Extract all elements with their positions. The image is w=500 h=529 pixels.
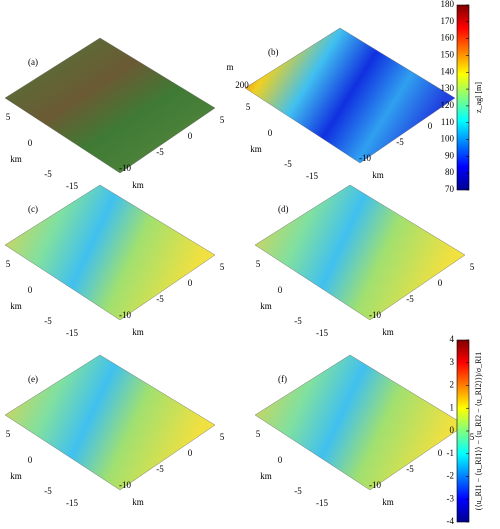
- surface: [4, 354, 216, 491]
- colorbar-tick-label: 2: [450, 380, 455, 390]
- y-tick-label: -5: [294, 486, 302, 496]
- colorbar-tick-label: 3: [450, 357, 455, 367]
- panel-label: (a): [28, 57, 38, 67]
- x-unit: km: [132, 327, 144, 337]
- x-tick-label: -15: [316, 498, 328, 508]
- z-tick-label: 200: [235, 80, 249, 90]
- x-tick-label: -10: [119, 310, 131, 320]
- x-tick-label: 5: [470, 262, 475, 272]
- x-tick-label: 0: [438, 448, 443, 458]
- x-tick-label: 5: [220, 432, 225, 442]
- panel-label: (f): [278, 374, 287, 384]
- x-unit: km: [132, 497, 144, 507]
- y-tick-label: 0: [28, 285, 33, 295]
- x-tick-label: -5: [406, 464, 414, 474]
- surface: [244, 27, 456, 164]
- x-tick-label: -10: [369, 310, 381, 320]
- panel-label: (d): [278, 204, 289, 214]
- y-unit: km: [260, 471, 272, 481]
- panel-label: (c): [28, 204, 38, 214]
- x-tick-label: -15: [306, 171, 318, 181]
- y-tick-label: 0: [28, 455, 33, 465]
- colorbar: [456, 4, 470, 191]
- y-tick-label: 5: [256, 259, 261, 269]
- x-tick-label: -15: [316, 328, 328, 338]
- x-unit: km: [372, 170, 384, 180]
- y-tick-label: 0: [278, 285, 283, 295]
- x-tick-label: -5: [156, 464, 164, 474]
- surface: [4, 184, 216, 321]
- x-tick-label: 0: [188, 131, 193, 141]
- y-unit: km: [10, 301, 22, 311]
- x-tick-label: -5: [156, 147, 164, 157]
- colorbar-tick-label: 100: [441, 134, 455, 144]
- y-tick-label: -5: [44, 169, 52, 179]
- y-tick-label: 0: [268, 128, 273, 138]
- colorbar-tick-label: 170: [441, 16, 455, 26]
- x-tick-label: -10: [359, 153, 371, 163]
- colorbar-tick-label: 150: [441, 50, 455, 60]
- y-tick-label: -5: [44, 486, 52, 496]
- x-unit: km: [132, 180, 144, 190]
- colorbar-label: (⟨u_RI1 − ⟨u_RI1⟩⟩ − ⟨u_RI2 − ⟨u_RI2⟩⟩)/…: [474, 352, 483, 510]
- colorbar-tick-label: 120: [441, 100, 455, 110]
- colorbar-tick-label: -4: [447, 516, 455, 526]
- x-tick-label: 5: [220, 115, 225, 125]
- surface: [254, 184, 466, 321]
- x-tick-label: -15: [66, 181, 78, 191]
- colorbar-label: z_agl [m]: [474, 82, 483, 113]
- z-unit: m: [226, 62, 233, 72]
- x-tick-label: 0: [438, 278, 443, 288]
- colorbar-tick-label: 1: [450, 402, 455, 412]
- x-tick-label: -15: [66, 328, 78, 338]
- colorbar-tick-label: -2: [447, 471, 455, 481]
- x-tick-label: 0: [188, 448, 193, 458]
- colorbar-tick-label: 140: [441, 66, 455, 76]
- colorbar-tick-label: 180: [441, 0, 455, 9]
- x-tick-label: -5: [156, 294, 164, 304]
- x-tick-label: -5: [396, 137, 404, 147]
- x-tick-label: 0: [428, 121, 433, 131]
- colorbar-tick-label: 160: [441, 33, 455, 43]
- x-tick-label: -10: [369, 480, 381, 490]
- colorbar-tick-label: 90: [445, 150, 455, 160]
- y-unit: km: [250, 144, 262, 154]
- x-tick-label: 5: [220, 262, 225, 272]
- surface: [4, 37, 216, 174]
- colorbar-tick-label: 70: [445, 184, 455, 194]
- x-unit: km: [382, 497, 394, 507]
- x-tick-label: -15: [66, 498, 78, 508]
- colorbar-tick-label: -3: [447, 493, 455, 503]
- colorbar-tick-label: 80: [445, 167, 455, 177]
- y-unit: km: [260, 301, 272, 311]
- y-tick-label: 0: [28, 138, 33, 148]
- panel-label: (b): [268, 47, 279, 57]
- y-tick-label: -5: [284, 159, 292, 169]
- y-tick-label: 0: [278, 455, 283, 465]
- y-tick-label: 5: [246, 102, 251, 112]
- y-tick-label: 5: [6, 259, 11, 269]
- x-tick-label: 0: [188, 278, 193, 288]
- colorbar-tick-label: -1: [447, 448, 455, 458]
- y-tick-label: 5: [6, 112, 11, 122]
- y-tick-label: -5: [44, 316, 52, 326]
- colorbar-tick-label: 130: [441, 83, 455, 93]
- panel-label: (e): [28, 374, 38, 384]
- colorbar-tick-label: 110: [441, 117, 455, 127]
- x-tick-label: -10: [119, 480, 131, 490]
- y-tick-label: 5: [6, 429, 11, 439]
- x-unit: km: [382, 327, 394, 337]
- colorbar-tick-label: 4: [450, 334, 455, 344]
- y-tick-label: 5: [256, 429, 261, 439]
- colorbar-tick-label: 0: [450, 425, 455, 435]
- y-tick-label: -5: [294, 316, 302, 326]
- x-tick-label: 5: [470, 432, 475, 442]
- y-unit: km: [10, 471, 22, 481]
- x-tick-label: -10: [119, 163, 131, 173]
- x-tick-label: -5: [406, 294, 414, 304]
- y-unit: km: [10, 154, 22, 164]
